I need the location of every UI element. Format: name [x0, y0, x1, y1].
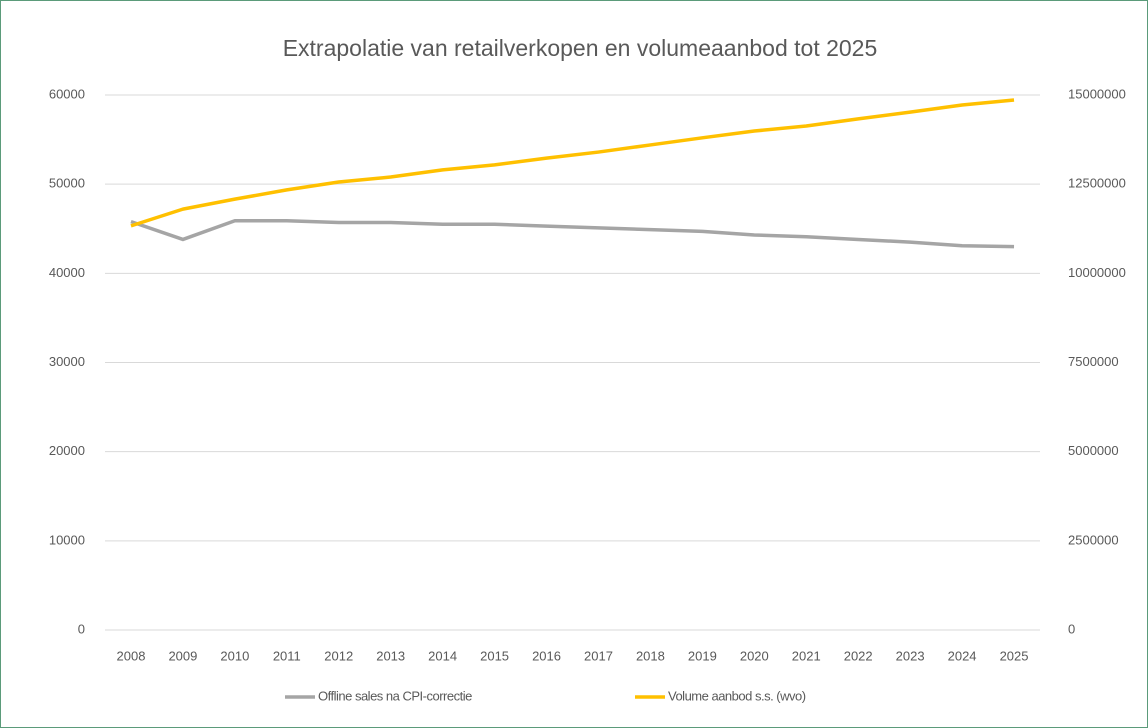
- y2-tick-label: 5000000: [1068, 443, 1119, 458]
- x-tick-label: 2009: [168, 648, 197, 663]
- y2-tick-label: 0: [1068, 621, 1075, 636]
- y-tick-label: 10000: [49, 532, 85, 547]
- y2-tick-label: 10000000: [1068, 265, 1126, 280]
- x-tick-label: 2018: [636, 648, 665, 663]
- x-tick-label: 2013: [376, 648, 405, 663]
- series-line: [130, 98, 1015, 228]
- x-tick-label: 2023: [896, 648, 925, 663]
- y2-tick-label: 2500000: [1068, 532, 1119, 547]
- series-line: [130, 218, 1015, 249]
- y2-tick-label: 12500000: [1068, 176, 1126, 191]
- x-tick-label: 2019: [688, 648, 717, 663]
- x-tick-label: 2012: [324, 648, 353, 663]
- y-tick-label: 40000: [49, 265, 85, 280]
- y-tick-label: 0: [78, 621, 85, 636]
- y2-tick-label: 15000000: [1068, 86, 1126, 101]
- y-tick-label: 20000: [49, 443, 85, 458]
- y-tick-label: 60000: [49, 86, 85, 101]
- x-tick-label: 2024: [948, 648, 977, 663]
- x-tick-label: 2016: [532, 648, 561, 663]
- x-tick-label: 2014: [428, 648, 457, 663]
- x-tick-label: 2022: [844, 648, 873, 663]
- y-tick-label: 30000: [49, 354, 85, 369]
- x-tick-label: 2011: [273, 648, 301, 663]
- x-tick-label: 2017: [584, 648, 613, 663]
- chart-title: Extrapolatie van retailverkopen en volum…: [283, 35, 878, 61]
- legend-label: Offline sales na CPI-correctie: [318, 688, 472, 703]
- x-tick-label: 2025: [1000, 648, 1029, 663]
- y2-tick-label: 7500000: [1068, 354, 1119, 369]
- x-tick-label: 2008: [117, 648, 146, 663]
- x-tick-label: 2020: [740, 648, 769, 663]
- x-tick-label: 2010: [220, 648, 249, 663]
- y-tick-label: 50000: [49, 176, 85, 191]
- legend-label: Volume aanbod s.s. (wvo): [668, 688, 806, 703]
- x-tick-label: 2021: [792, 648, 821, 663]
- x-tick-label: 2015: [480, 648, 509, 663]
